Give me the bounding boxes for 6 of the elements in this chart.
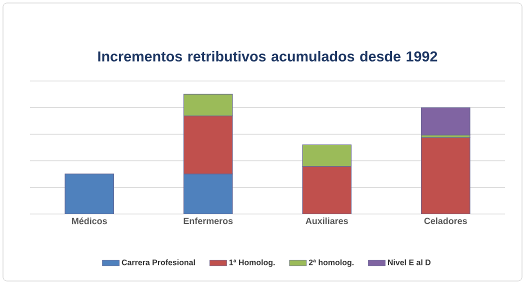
x-tick-label: Enfermeros [184, 218, 233, 224]
x-tick-label: Celadores [424, 218, 467, 224]
bar [420, 107, 470, 136]
x-tick-label: Auxiliares [306, 218, 348, 224]
x-tick-label: Médicos [72, 218, 107, 224]
chart-title: Incrementos retributivos acumulados desde 1992 [98, 50, 438, 62]
